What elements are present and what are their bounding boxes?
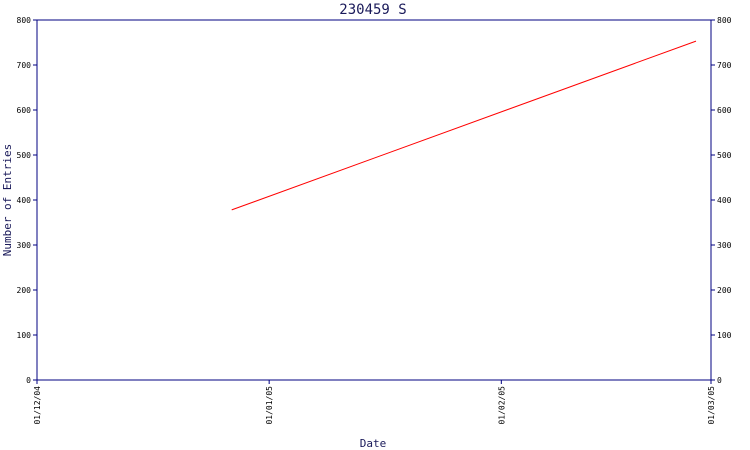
y-tick-label-left: 600 <box>17 106 32 115</box>
plot-area-frame <box>36 19 712 381</box>
y-tick-label-left: 100 <box>17 331 32 340</box>
y-axis-right: 0 100 200 300 400 500 600 700 800 <box>711 16 732 385</box>
x-axis: 01/12/04 01/01/05 01/02/05 01/03/05 <box>33 380 716 425</box>
chart-title: 230459 S <box>339 2 406 18</box>
y-tick-label-left: 400 <box>17 196 32 205</box>
x-tick-label: 01/12/04 <box>33 386 42 425</box>
y-tick-label-right: 600 <box>717 106 732 115</box>
y-tick-label-left: 800 <box>17 16 32 25</box>
y-tick-label-left: 0 <box>26 376 31 385</box>
y-tick-label-right: 800 <box>717 16 732 25</box>
y-tick-label-right: 200 <box>717 286 732 295</box>
x-tick-label: 01/02/05 <box>497 386 506 425</box>
y-tick-label-right: 300 <box>717 241 732 250</box>
series-layer <box>231 40 697 211</box>
y-axis-label: Number of Entries <box>1 144 14 257</box>
y-tick-label-left: 500 <box>17 151 32 160</box>
y-tick-label-left: 200 <box>17 286 32 295</box>
y-tick-label-right: 100 <box>717 331 732 340</box>
y-tick-label-right: 0 <box>717 376 722 385</box>
y-axis-left: 0 100 200 300 400 500 600 700 800 <box>17 16 37 385</box>
y-tick-label-left: 700 <box>17 61 32 70</box>
series-line-0 <box>231 40 697 211</box>
y-tick-label-left: 300 <box>17 241 32 250</box>
x-tick-label: 01/01/05 <box>265 386 274 425</box>
x-axis-label: Date <box>360 437 387 450</box>
y-tick-label-right: 700 <box>717 61 732 70</box>
y-tick-label-right: 400 <box>717 196 732 205</box>
y-tick-label-right: 500 <box>717 151 732 160</box>
x-tick-label: 01/03/05 <box>707 386 716 425</box>
